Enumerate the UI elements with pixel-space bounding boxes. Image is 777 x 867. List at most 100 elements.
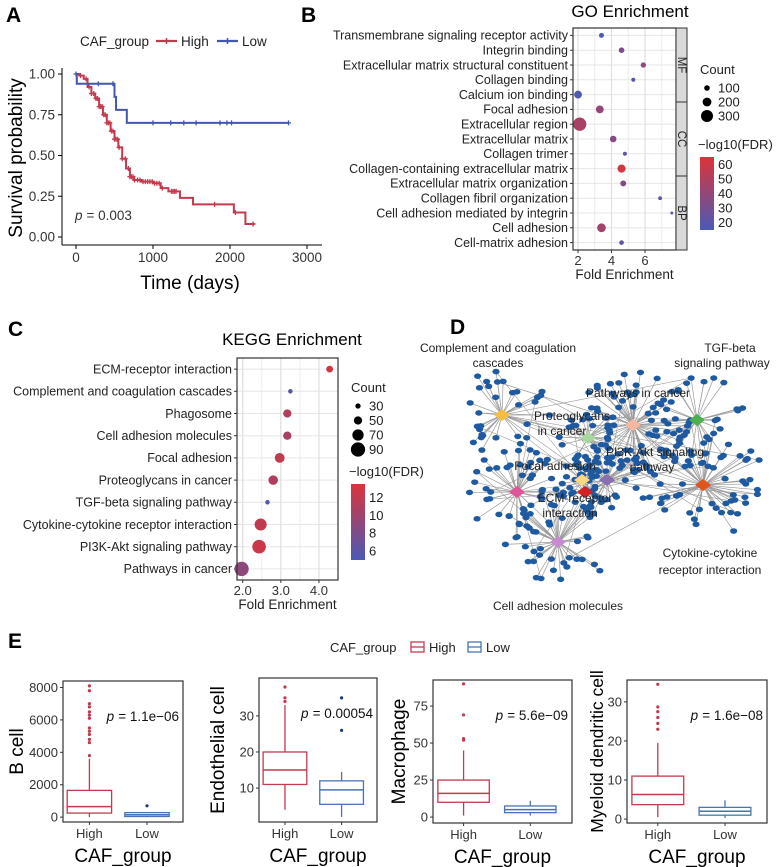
- gene-node: [604, 436, 612, 443]
- gene-node: [601, 442, 609, 448]
- censor-mark: [286, 120, 292, 126]
- network-edge: [643, 461, 704, 486]
- outlier-point: [283, 696, 287, 700]
- y-tick-label: PI3K-Akt signaling pathway: [80, 540, 233, 554]
- pathway-label: Complement and coagulation: [420, 341, 576, 355]
- network-edge: [686, 383, 698, 421]
- gene-node: [543, 456, 551, 463]
- size-legend-key: [701, 110, 713, 122]
- pathway-label: ECM-receptor: [538, 491, 613, 505]
- gene-node: [514, 447, 523, 454]
- gene-node: [573, 538, 582, 545]
- gene-node: [687, 448, 695, 454]
- y-tick-label: 20: [608, 733, 622, 748]
- gene-node: [535, 552, 544, 558]
- gene-node: [506, 462, 514, 469]
- y-tick-label: 8000: [29, 680, 58, 695]
- kegg-dotplot: 2.0 3.0 4.0 ECM-receptor interaction Complem…: [13, 330, 424, 612]
- outlier-point: [87, 710, 91, 714]
- gene-node: [649, 404, 657, 411]
- network-edge: [632, 424, 688, 427]
- censor-mark: [137, 177, 143, 183]
- gene-node: [675, 440, 684, 447]
- gene-node: [710, 375, 718, 381]
- gene-node: [524, 558, 532, 565]
- network-edge: [613, 396, 634, 426]
- network-edge: [702, 455, 741, 486]
- outlier-point: [283, 699, 287, 704]
- pathway-label: interaction: [542, 506, 597, 520]
- gene-node: [646, 468, 655, 475]
- p-symbol: p: [106, 709, 115, 724]
- gene-node: [722, 500, 730, 507]
- y-tick-label: Phagosome: [165, 407, 232, 421]
- network-edge: [557, 476, 597, 543]
- gene-node: [676, 434, 684, 440]
- gene-node: [586, 514, 594, 521]
- gene-node: [746, 476, 754, 483]
- outlier-point: [656, 715, 660, 720]
- data-point: [254, 518, 267, 531]
- box-high: [631, 775, 685, 806]
- y-tick-label: 6000: [29, 712, 58, 727]
- gene-node: [587, 498, 595, 505]
- censor-mark: [250, 221, 256, 227]
- censor-mark: [168, 120, 174, 126]
- gene-node: [499, 378, 507, 385]
- x-axis-title: CAF_group: [648, 847, 745, 867]
- network-edge: [516, 449, 531, 493]
- gene-node: [532, 449, 540, 456]
- y-tick-label: 25: [414, 773, 428, 788]
- gene-node: [755, 457, 763, 463]
- gene-node: [530, 548, 538, 555]
- chart-title: KEGG Enrichment: [222, 330, 362, 349]
- data-point: [597, 223, 606, 233]
- gene-node: [710, 430, 718, 437]
- network-edge: [476, 491, 518, 520]
- gene-node: [569, 422, 578, 429]
- gene-node: [657, 401, 665, 408]
- y-axis-title: B cell: [7, 728, 28, 774]
- boxplot-macrophage: 0 25 50 75 High Low p = 5.6e−09 CAF_group Macroph…: [389, 679, 573, 867]
- gene-node: [555, 492, 563, 498]
- gene-node: [753, 486, 762, 493]
- gene-node: [690, 516, 698, 522]
- y-tick-label: Integrin binding: [483, 44, 569, 58]
- gene-node: [558, 441, 566, 448]
- gene-node: [623, 457, 631, 463]
- pathway-label: receptor interaction: [659, 563, 762, 577]
- gene-node: [686, 462, 694, 469]
- network-edge: [696, 382, 725, 421]
- legend-label-low: Low: [242, 34, 267, 49]
- gene-node: [533, 394, 542, 401]
- facet-strip-bp: [675, 175, 688, 251]
- legend-label-high: High: [429, 640, 456, 655]
- gene-node: [565, 554, 573, 561]
- x-tick-label: 2: [574, 253, 581, 268]
- network-edge: [540, 395, 704, 486]
- outlier-point: [87, 729, 91, 733]
- gene-node: [592, 473, 601, 479]
- gene-node: [583, 411, 591, 418]
- data-point: [620, 180, 627, 187]
- censor-mark: [173, 188, 179, 194]
- box-high: [66, 789, 113, 814]
- gene-node: [644, 410, 652, 417]
- panel-label: C: [8, 318, 23, 341]
- gene-node: [475, 410, 483, 416]
- network-edge: [535, 541, 559, 578]
- outlier-point: [87, 684, 91, 688]
- p-value-annotation: p = 0.003: [74, 208, 132, 223]
- censor-mark: [86, 84, 92, 90]
- gene-node: [647, 417, 655, 424]
- gene-node: [515, 521, 523, 528]
- gene-node: [492, 368, 500, 375]
- gene-node: [712, 505, 720, 511]
- x-tick-label: Low: [330, 826, 354, 841]
- gene-node: [678, 481, 687, 487]
- x-tick-label: High: [450, 827, 477, 842]
- gene-node: [663, 428, 671, 435]
- y-tick-label: Extracellular matrix organization: [390, 177, 568, 191]
